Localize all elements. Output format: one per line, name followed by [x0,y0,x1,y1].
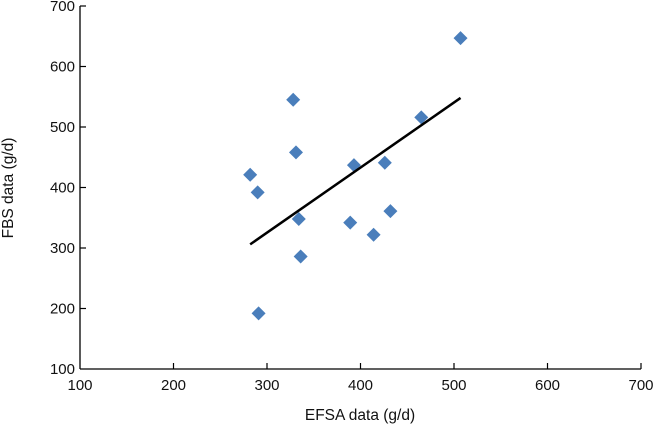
data-point [243,167,258,182]
data-point [366,227,381,242]
y-tick-label: 200 [50,301,75,318]
y-axis-title: FBS data (g/d) [0,138,17,239]
x-tick-label: 400 [348,377,373,394]
y-tick-label: 100 [50,361,75,378]
x-tick-label: 300 [254,377,279,394]
x-tick-label: 200 [161,377,186,394]
data-point [414,110,429,125]
y-tick-label: 700 [50,0,75,15]
marks [243,31,468,321]
x-axis-title: EFSA data (g/d) [305,407,415,424]
y-tick-label: 300 [50,240,75,257]
data-point [251,306,266,321]
x-tick-label: 500 [441,377,466,394]
data-point [453,31,468,46]
data-point [291,211,306,226]
y-tick-label: 600 [50,59,75,76]
axes: 100 200 300 400 500 600 700 100 200 300 400 500 600 7… [50,0,654,394]
data-point [383,204,398,219]
data-point [250,185,265,200]
y-tick-label: 500 [50,119,75,136]
data-point [293,249,308,264]
data-point [286,92,301,107]
data-point [377,155,392,170]
trend-line [249,96,462,246]
x-tick-label: 100 [67,377,92,394]
y-tick-label: 400 [50,180,75,197]
data-point [288,145,303,160]
data-point [343,215,358,230]
x-tick-label: 600 [535,377,560,394]
x-tick-label: 700 [628,377,653,394]
